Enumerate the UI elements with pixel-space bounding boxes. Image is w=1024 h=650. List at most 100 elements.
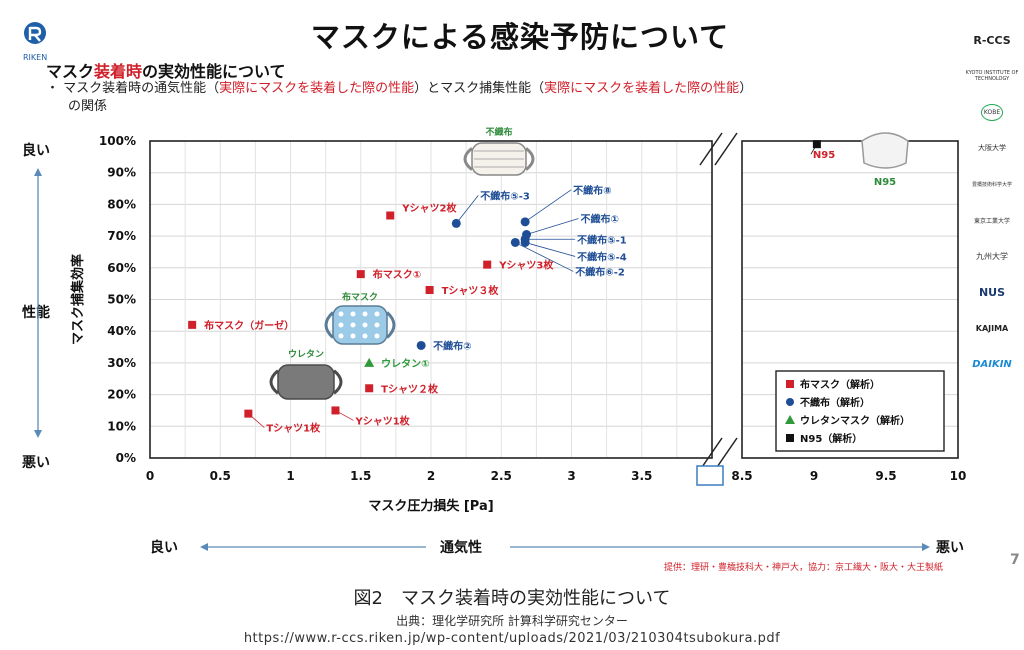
figure-caption: 図2 マスク装着時の実効性能について bbox=[353, 588, 671, 609]
bullet-part-3: ） bbox=[739, 81, 753, 96]
bullet-red-1: 実際にマスクを装着した際の性能 bbox=[219, 81, 415, 96]
cloth-mask-illustration-dot bbox=[362, 322, 368, 328]
data-point bbox=[365, 384, 374, 393]
cloth-mask-illustration-dot bbox=[338, 333, 344, 339]
data-label: 不織布② bbox=[433, 339, 471, 352]
subtitle-pre: マスク bbox=[46, 62, 95, 81]
plot-frame-break bbox=[741, 140, 959, 459]
data-label: ウレタン① bbox=[381, 358, 429, 370]
side-label-bad: 悪い bbox=[22, 455, 50, 471]
page-number: 7 bbox=[1010, 552, 1020, 568]
leader-line bbox=[248, 413, 265, 428]
data-label: N95 bbox=[813, 150, 835, 161]
logo-daikin: DAIKIN bbox=[972, 358, 1012, 370]
bullet-red-2: 実際にマスクを装着した際の性能 bbox=[544, 81, 740, 96]
leader-line bbox=[525, 242, 576, 257]
legend-marker bbox=[786, 434, 794, 442]
cloth-mask-illustration bbox=[332, 305, 388, 345]
urethane-mask-illustration-ear bbox=[269, 369, 279, 395]
data-label: Tシャツ２枚 bbox=[381, 382, 439, 395]
axis-break-mark bbox=[699, 437, 723, 471]
bullet-part-1: ・ マスク装着時の通気性能（ bbox=[46, 81, 220, 96]
logo-nus: NUS bbox=[978, 285, 1006, 299]
cloth-mask-illustration-dot bbox=[374, 333, 380, 339]
side-label-good: 良い bbox=[22, 143, 50, 159]
x-tick-label: 2 bbox=[427, 469, 435, 483]
cloth-mask-illustration-dot bbox=[338, 322, 344, 328]
cloth-mask-illustration-dot bbox=[338, 311, 344, 317]
data-label: Tシャツ３枚 bbox=[442, 284, 500, 297]
plot-frame bbox=[149, 140, 713, 459]
bottom-label-breathability: 通気性 bbox=[440, 540, 482, 556]
x-tick-label: 9 bbox=[810, 469, 818, 483]
y-tick-label: 70% bbox=[107, 229, 136, 243]
data-label: 不織布① bbox=[581, 213, 619, 226]
x-tick-label: 0 bbox=[146, 469, 154, 483]
institution-logos: R-CCS KYOTO INSTITUTE OF TECHNOLOGY KOBE… bbox=[962, 22, 1022, 382]
x-tick-label: 1.5 bbox=[350, 469, 371, 483]
cloth-mask-illustration-dot bbox=[374, 311, 380, 317]
subtitle-post: の実効性能について bbox=[142, 62, 286, 81]
leader-line bbox=[526, 218, 579, 235]
data-point bbox=[425, 285, 434, 294]
y-tick-label: 100% bbox=[99, 134, 136, 148]
cloth-mask-illustration-ear bbox=[385, 311, 396, 339]
side-arrow bbox=[34, 168, 42, 438]
x-tick-label: 3.5 bbox=[631, 469, 652, 483]
logo-kit: KYOTO INSTITUTE OF TECHNOLOGY bbox=[965, 70, 1019, 82]
x-tick-label: 8.5 bbox=[731, 469, 752, 483]
data-label: Yシャツ3枚 bbox=[498, 259, 554, 272]
slide-title: マスクによる感染予防について bbox=[310, 20, 730, 54]
axis-break-mark bbox=[714, 437, 738, 471]
nonwoven-mask-illustration-ear bbox=[525, 147, 535, 171]
data-point bbox=[416, 340, 426, 350]
logo-rccs: R-CCS bbox=[973, 33, 1011, 47]
y-tick-label: 50% bbox=[107, 293, 136, 307]
leader-line bbox=[515, 242, 574, 272]
slide-subtitle: マスク装着時の実効性能について bbox=[46, 58, 286, 82]
data-label: 不織布⑤-3 bbox=[480, 189, 530, 202]
logo-kajima: KAJIMA bbox=[975, 323, 1009, 333]
data-label: 不織布⑤-1 bbox=[577, 233, 627, 246]
y-tick-label: 10% bbox=[107, 419, 136, 433]
bottom-label-bad: 悪い bbox=[936, 540, 964, 556]
x-axis-title: マスク圧力損失 [Pa] bbox=[368, 498, 493, 514]
bottom-label-good: 良い bbox=[150, 540, 178, 556]
riken-logo-text: RIKEN bbox=[23, 53, 47, 62]
legend-label: 布マスク（解析） bbox=[800, 378, 880, 391]
x-tick-label: 2.5 bbox=[491, 469, 512, 483]
y-tick-label: 0% bbox=[116, 451, 136, 465]
data-label: Tシャツ1枚 bbox=[266, 422, 321, 435]
logo-osaka: 大阪大学 bbox=[978, 144, 1006, 152]
subtitle-red: 装着時 bbox=[94, 62, 143, 81]
legend-label: N95（解析） bbox=[800, 432, 862, 445]
cloth-mask-illustration-ear bbox=[324, 311, 335, 339]
bottom-arrow bbox=[200, 543, 930, 551]
y-tick-label: 40% bbox=[107, 324, 136, 338]
data-point bbox=[364, 357, 375, 367]
logo-kyushu: 九州大学 bbox=[976, 251, 1008, 261]
legend-marker bbox=[785, 415, 795, 424]
data-label: 布マスク① bbox=[373, 268, 421, 281]
leader-line bbox=[810, 143, 818, 155]
logo-tut: 豊橋技術科学大学 bbox=[971, 181, 1012, 188]
y-tick-label: 20% bbox=[107, 388, 136, 402]
x-tick-label: 9.5 bbox=[875, 469, 896, 483]
urethane-mask-illustration bbox=[277, 364, 335, 400]
scatter-chart: 0% 10% 20% 30% 40% 50% 60% 70% 80% 90% 100% 0 0.5 1 1.… bbox=[70, 126, 967, 514]
y-axis-title: マスク捕集効率 bbox=[70, 254, 86, 345]
x-tick-label: 0.5 bbox=[210, 469, 231, 483]
illustration-label: 布マスク bbox=[341, 291, 378, 303]
riken-logo: RIKEN bbox=[22, 20, 52, 64]
cloth-mask-illustration-dot bbox=[362, 333, 368, 339]
source-text: 出典：理化学研究所 計算科学研究センター bbox=[396, 614, 628, 628]
data-label: Yシャツ1枚 bbox=[354, 414, 410, 427]
leader-line bbox=[335, 410, 354, 421]
y-tick-label: 90% bbox=[107, 166, 136, 180]
illustration-label: 不織布 bbox=[485, 126, 512, 138]
data-point bbox=[386, 211, 395, 220]
logo-kobe: KOBE bbox=[962, 94, 1022, 130]
legend-label: ウレタンマスク（解析） bbox=[800, 414, 910, 427]
legend-marker bbox=[786, 380, 794, 388]
x-tick-label: 10 bbox=[950, 469, 967, 483]
